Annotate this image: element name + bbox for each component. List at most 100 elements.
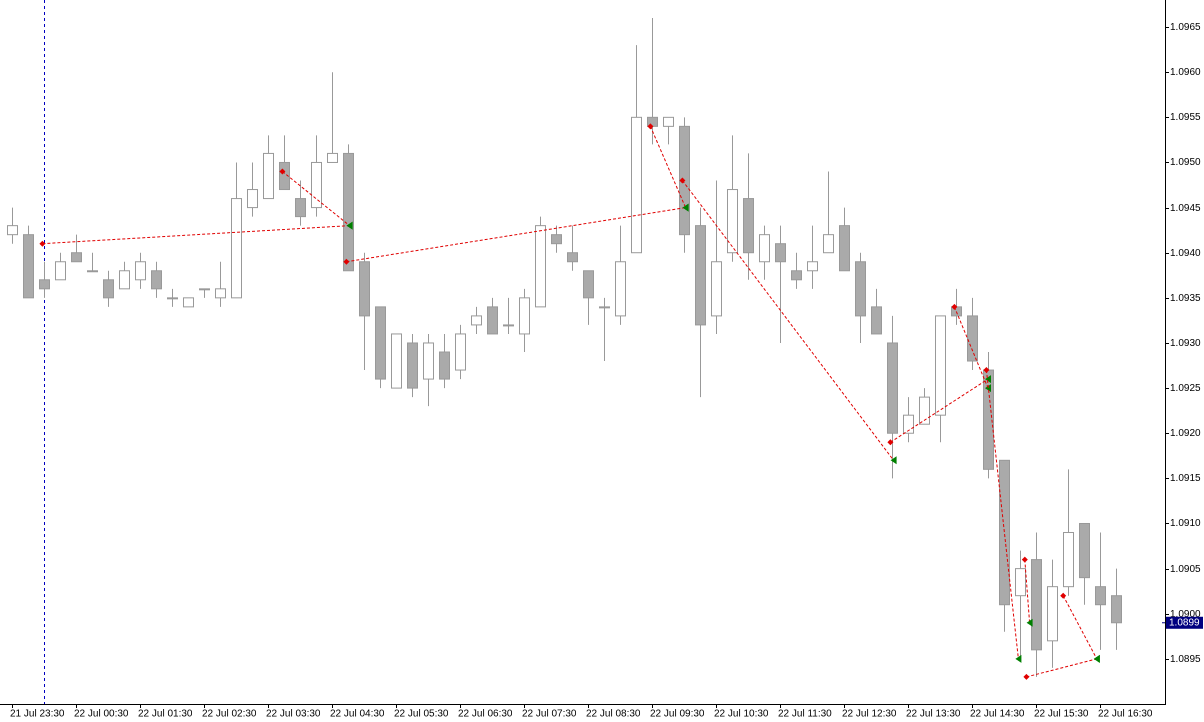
candle-body bbox=[551, 234, 562, 245]
candle-body bbox=[151, 270, 162, 290]
candle-body bbox=[903, 414, 914, 434]
candle-body bbox=[215, 288, 226, 299]
trade-exit bbox=[346, 221, 353, 230]
candle-body bbox=[23, 234, 34, 299]
x-tick-label: 22 Jul 01:30 bbox=[138, 709, 193, 720]
candle-body bbox=[55, 261, 66, 281]
trade-line bbox=[1026, 658, 1097, 678]
y-tick-label: 1.0930 bbox=[1170, 338, 1201, 349]
candle-body bbox=[887, 342, 898, 434]
trade-entry bbox=[951, 303, 958, 310]
candle-body bbox=[583, 270, 594, 299]
x-tick-label: 22 Jul 02:30 bbox=[202, 709, 257, 720]
candle-body bbox=[263, 152, 274, 200]
x-tick-label: 22 Jul 05:30 bbox=[394, 709, 449, 720]
candle-body bbox=[967, 315, 978, 362]
trade-entry bbox=[647, 123, 654, 130]
candle-body bbox=[1031, 559, 1042, 651]
candle-body bbox=[823, 234, 834, 254]
x-tick-label: 22 Jul 04:30 bbox=[330, 709, 385, 720]
trade-entry bbox=[1021, 556, 1028, 563]
candle-body bbox=[247, 189, 258, 209]
x-tick-label: 22 Jul 09:30 bbox=[650, 709, 705, 720]
x-tick-label: 22 Jul 08:30 bbox=[586, 709, 641, 720]
candle-body bbox=[167, 297, 178, 300]
trade-line bbox=[890, 378, 989, 443]
y-tick-label: 1.0915 bbox=[1170, 473, 1201, 484]
candle-body bbox=[615, 261, 626, 317]
trade-line bbox=[282, 171, 350, 227]
candle-body bbox=[535, 225, 546, 308]
candle-body bbox=[439, 351, 450, 380]
x-tick-label: 22 Jul 15:30 bbox=[1034, 709, 1089, 720]
x-tick-label: 22 Jul 11:30 bbox=[778, 709, 832, 720]
candle-body bbox=[503, 324, 514, 327]
candle-body bbox=[327, 152, 338, 163]
x-tick-label: 22 Jul 03:30 bbox=[266, 709, 321, 720]
y-tick-label: 1.0965 bbox=[1170, 22, 1201, 33]
trade-entry bbox=[679, 177, 686, 184]
y-tick-label: 1.0905 bbox=[1170, 564, 1201, 575]
trade-line bbox=[682, 180, 894, 461]
trade-exit bbox=[682, 203, 689, 212]
trade-exit bbox=[1093, 654, 1100, 663]
candle-body bbox=[471, 315, 482, 326]
candle-body bbox=[919, 396, 930, 425]
candle-body bbox=[711, 261, 722, 317]
candle-body bbox=[695, 225, 706, 326]
last-price-label: 1.0899 bbox=[1169, 617, 1200, 628]
trade-entry bbox=[39, 240, 46, 247]
y-tick-label: 1.0895 bbox=[1170, 654, 1201, 665]
candle-body bbox=[279, 161, 290, 191]
trade-line bbox=[1024, 559, 1031, 623]
candle-body bbox=[1095, 586, 1106, 606]
trade-line bbox=[1062, 595, 1098, 660]
trade-entry bbox=[1060, 592, 1067, 599]
candle-body bbox=[999, 459, 1010, 606]
candle-body bbox=[1111, 595, 1122, 624]
trade-exit bbox=[985, 375, 991, 384]
y-tick-label: 1.0910 bbox=[1170, 518, 1201, 529]
y-tick-label: 1.0900 bbox=[1170, 609, 1201, 620]
y-tick-label: 1.0960 bbox=[1170, 67, 1201, 78]
candle-body bbox=[87, 270, 98, 273]
trade-entry bbox=[343, 258, 350, 265]
trade-entry bbox=[279, 168, 286, 175]
x-tick-label: 22 Jul 13:30 bbox=[906, 709, 961, 720]
trade-exit bbox=[1026, 618, 1033, 627]
trade-line bbox=[42, 225, 350, 245]
candle-body bbox=[1047, 586, 1058, 642]
trade-line bbox=[346, 207, 686, 263]
candle-body bbox=[855, 261, 866, 317]
candle-body bbox=[807, 261, 818, 272]
candle-body bbox=[391, 333, 402, 389]
candle-body bbox=[791, 270, 802, 281]
candle-body bbox=[743, 198, 754, 254]
trade-exit bbox=[890, 456, 897, 465]
y-tick-label: 1.0940 bbox=[1170, 248, 1201, 259]
candle-body bbox=[1015, 568, 1026, 597]
x-tick-label: 22 Jul 12:30 bbox=[842, 709, 897, 720]
trade-exit bbox=[985, 384, 991, 393]
last-price-box bbox=[1166, 616, 1203, 629]
x-tick-label: 22 Jul 14:30 bbox=[970, 709, 1025, 720]
x-tick-label: 22 Jul 07:30 bbox=[522, 709, 577, 720]
candle-body bbox=[343, 152, 354, 272]
x-tick-label: 22 Jul 00:30 bbox=[74, 709, 129, 720]
candle-body bbox=[1063, 532, 1074, 588]
candle-body bbox=[599, 306, 610, 309]
x-tick-label: 22 Jul 06:30 bbox=[458, 709, 513, 720]
candle-body bbox=[359, 261, 370, 317]
y-tick-label: 1.0920 bbox=[1170, 428, 1201, 439]
candle-body bbox=[7, 225, 18, 236]
candle-body bbox=[519, 297, 530, 335]
y-tick-label: 1.0955 bbox=[1170, 112, 1201, 123]
x-tick-label: 22 Jul 16:30 bbox=[1098, 709, 1153, 720]
y-tick-label: 1.0935 bbox=[1170, 293, 1201, 304]
candle-body bbox=[311, 161, 322, 209]
y-tick-label: 1.0945 bbox=[1170, 203, 1201, 214]
candle-body bbox=[183, 297, 194, 308]
x-tick-label: 22 Jul 10:30 bbox=[714, 709, 769, 720]
candle-body bbox=[295, 198, 306, 218]
